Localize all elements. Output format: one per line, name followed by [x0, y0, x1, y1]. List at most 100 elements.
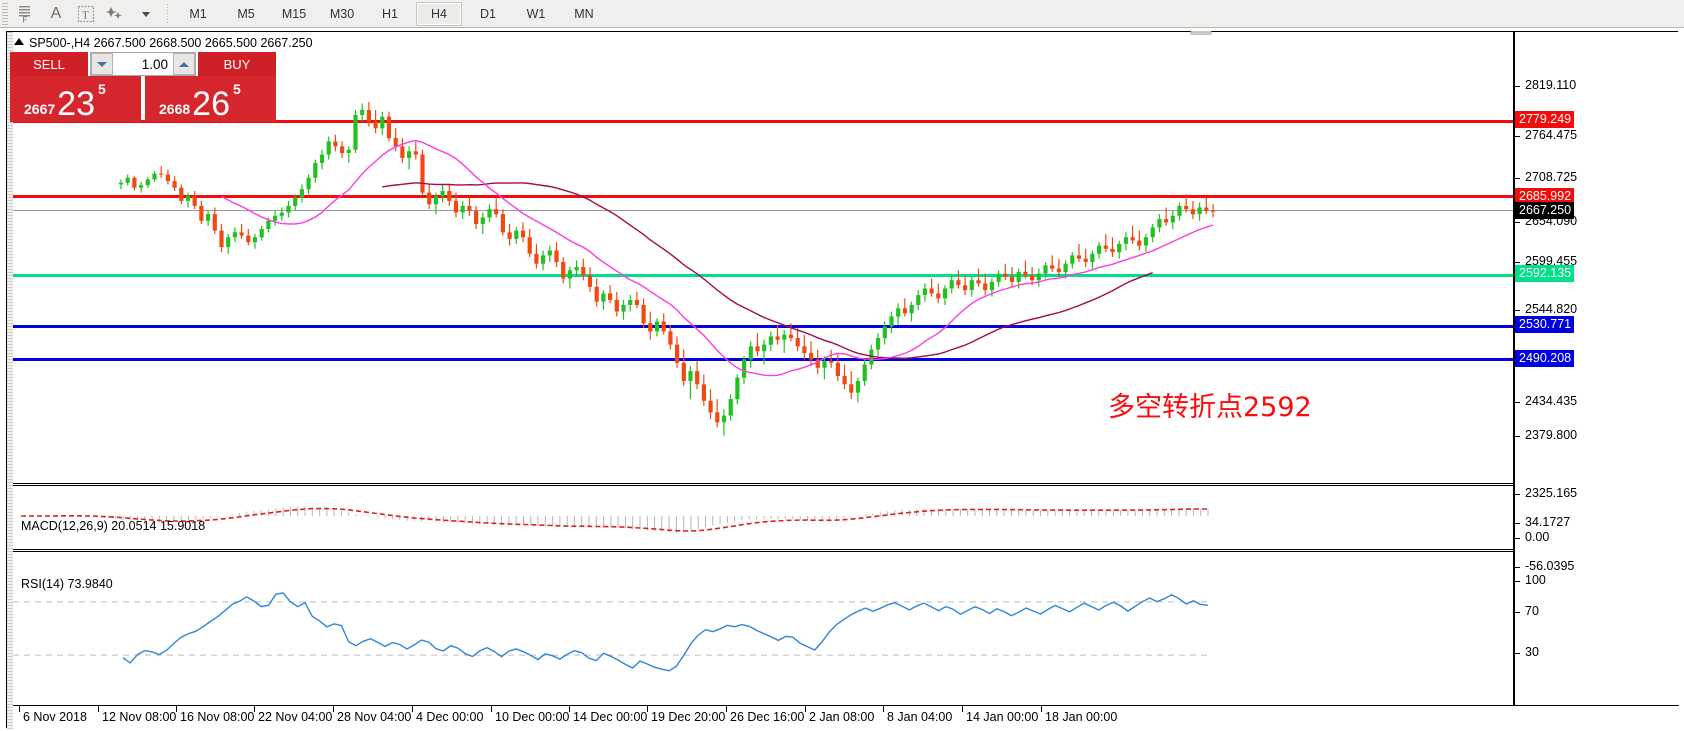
volume-increase-button[interactable]	[173, 53, 195, 75]
time-axis-label: 10 Dec 00:00	[495, 710, 570, 724]
rsi-series	[13, 592, 1209, 672]
indicator-axis-label: 34.1727	[1525, 515, 1571, 529]
objects-icon[interactable]	[101, 2, 131, 26]
collapse-triangle-icon[interactable]	[14, 38, 24, 45]
level-line-2592.135[interactable]	[13, 274, 1513, 277]
price-axis-label: 2434.435	[1525, 394, 1578, 408]
price-tick	[1515, 222, 1520, 223]
sell-button[interactable]: SELL	[10, 52, 88, 76]
time-tick	[19, 706, 20, 712]
buy-price-main: 26	[192, 85, 230, 123]
price-tick	[1515, 86, 1520, 87]
time-axis-label: 4 Dec 00:00	[416, 710, 484, 724]
time-axis-label: 6 Nov 2018	[23, 710, 87, 724]
price-tick	[1515, 178, 1520, 179]
volume-decrease-button[interactable]	[91, 53, 113, 75]
buy-price-fraction: 5	[232, 81, 241, 97]
time-axis-label: 19 Dec 20:00	[651, 710, 726, 724]
price-tick	[1515, 436, 1520, 437]
timeframe-h4[interactable]: H4	[416, 1, 462, 26]
time-tick	[805, 706, 806, 712]
price-badge-2685.992[interactable]: 2685.992	[1515, 188, 1575, 206]
sell-price-box[interactable]: 2667 23 5	[10, 76, 141, 122]
candlestick-series	[118, 101, 1216, 436]
buy-button[interactable]: BUY	[198, 52, 276, 76]
toolbar-drag-handle[interactable]	[2, 2, 8, 25]
buy-price-box[interactable]: 2668 26 5	[145, 76, 276, 122]
time-axis-label: 14 Jan 00:00	[966, 710, 1039, 724]
time-tick	[176, 706, 177, 712]
symbol-quote-line: SP500-,H4 2667.500 2668.500 2665.500 266…	[14, 36, 313, 50]
time-axis-label: 12 Nov 08:00	[102, 710, 177, 724]
price-axis-label: 2764.475	[1525, 128, 1578, 142]
price-tick	[1515, 262, 1520, 263]
price-badge-2779.249[interactable]: 2779.249	[1515, 111, 1575, 129]
indicator-axis-label: 0.00	[1525, 530, 1550, 544]
volume-value[interactable]: 1.00	[141, 56, 168, 72]
level-line-2685.992[interactable]	[13, 195, 1513, 198]
indicator-tick	[1515, 581, 1520, 582]
timeframe-m30[interactable]: M30	[329, 6, 355, 21]
rsi-pane[interactable]	[13, 551, 1513, 705]
indicator-tick	[1515, 653, 1520, 654]
macd-series	[21, 506, 1209, 533]
time-tick	[1041, 706, 1042, 712]
volume-stepper[interactable]: 1.00	[90, 52, 196, 76]
price-badge-2530.771[interactable]: 2530.771	[1515, 316, 1575, 334]
chevron-down-icon[interactable]	[131, 2, 161, 26]
timeframe-d1[interactable]: D1	[480, 6, 496, 21]
chart-window-nub[interactable]	[1190, 31, 1212, 35]
price-axis-label: 2379.800	[1525, 428, 1578, 442]
text-a-icon[interactable]: A	[50, 4, 62, 22]
time-tick	[569, 706, 570, 712]
symbol-quote-text: SP500-,H4 2667.500 2668.500 2665.500 266…	[29, 36, 313, 50]
trade-panel-header: SELL 1.00 BUY	[10, 52, 276, 76]
price-axis-rule	[1513, 32, 1515, 705]
time-axis-label: 26 Dec 16:00	[730, 710, 805, 724]
svg-text:T: T	[82, 9, 89, 21]
price-badge-2592.135[interactable]: 2592.135	[1515, 265, 1575, 283]
macd-pane[interactable]	[13, 485, 1513, 550]
time-axis[interactable]: 6 Nov 2018 12 Nov 08:00 16 Nov 08:00 22 Nov…	[13, 705, 1679, 728]
price-axis-label: 2819.110	[1525, 78, 1577, 92]
toolbar-separator	[167, 3, 168, 24]
sell-price-prefix: 2667	[24, 101, 56, 117]
chart-vertical-grip[interactable]	[7, 32, 13, 729]
timeframe-m1[interactable]: M1	[189, 6, 207, 21]
indicator-axis-label: -56.0395	[1525, 559, 1575, 573]
time-tick	[962, 706, 963, 712]
indicator-axis-label: 100	[1525, 573, 1546, 587]
rsi-caption: RSI(14) 73.9840	[21, 577, 113, 591]
indicator-tick	[1515, 567, 1520, 568]
price-axis-label: 2544.820	[1525, 302, 1578, 316]
chart-annotation-text: 多空转折点2592	[1108, 392, 1312, 423]
crosshair-f-icon[interactable]: F	[11, 2, 41, 26]
price-badge-2667.250[interactable]: 2667.250	[1515, 202, 1575, 220]
time-tick	[647, 706, 648, 712]
price-axis[interactable]: 2819.110 2764.475 2708.725 2654.090 2599.455…	[1515, 32, 1679, 705]
level-line-2530.771[interactable]	[13, 325, 1513, 328]
indicator-axis-label: 30	[1525, 645, 1539, 659]
timeframe-m15[interactable]: M15	[281, 6, 307, 21]
time-axis-label: 8 Jan 04:00	[887, 710, 953, 724]
price-axis-label: 2325.165	[1525, 486, 1578, 500]
chart-frame: 多空转折点2592 MACD(12,26,9) 20.0514 15.9018 …	[6, 31, 1679, 729]
time-tick	[412, 706, 413, 712]
timeframe-mn[interactable]: MN	[574, 6, 594, 21]
timeframe-h1[interactable]: H1	[382, 6, 398, 21]
text-label-t-icon[interactable]: T	[71, 2, 101, 26]
timeframe-m5[interactable]: M5	[237, 6, 255, 21]
buy-price-prefix: 2668	[159, 101, 191, 117]
time-axis-label: 28 Nov 04:00	[337, 710, 412, 724]
level-line-2779.249[interactable]	[13, 120, 1513, 123]
price-tick	[1515, 136, 1520, 137]
level-line-2490.208[interactable]	[13, 358, 1513, 361]
price-badge-2490.208[interactable]: 2490.208	[1515, 350, 1575, 368]
sell-price-main: 23	[57, 85, 95, 123]
macd-caption: MACD(12,26,9) 20.0514 15.9018	[21, 519, 206, 533]
level-line-2667.250[interactable]	[13, 210, 1513, 211]
one-click-trading-panel[interactable]: SELL 1.00 BUY 2667 23 5 2668 26 5	[10, 52, 276, 122]
timeframe-w1[interactable]: W1	[526, 6, 546, 21]
indicator-tick	[1515, 612, 1520, 613]
